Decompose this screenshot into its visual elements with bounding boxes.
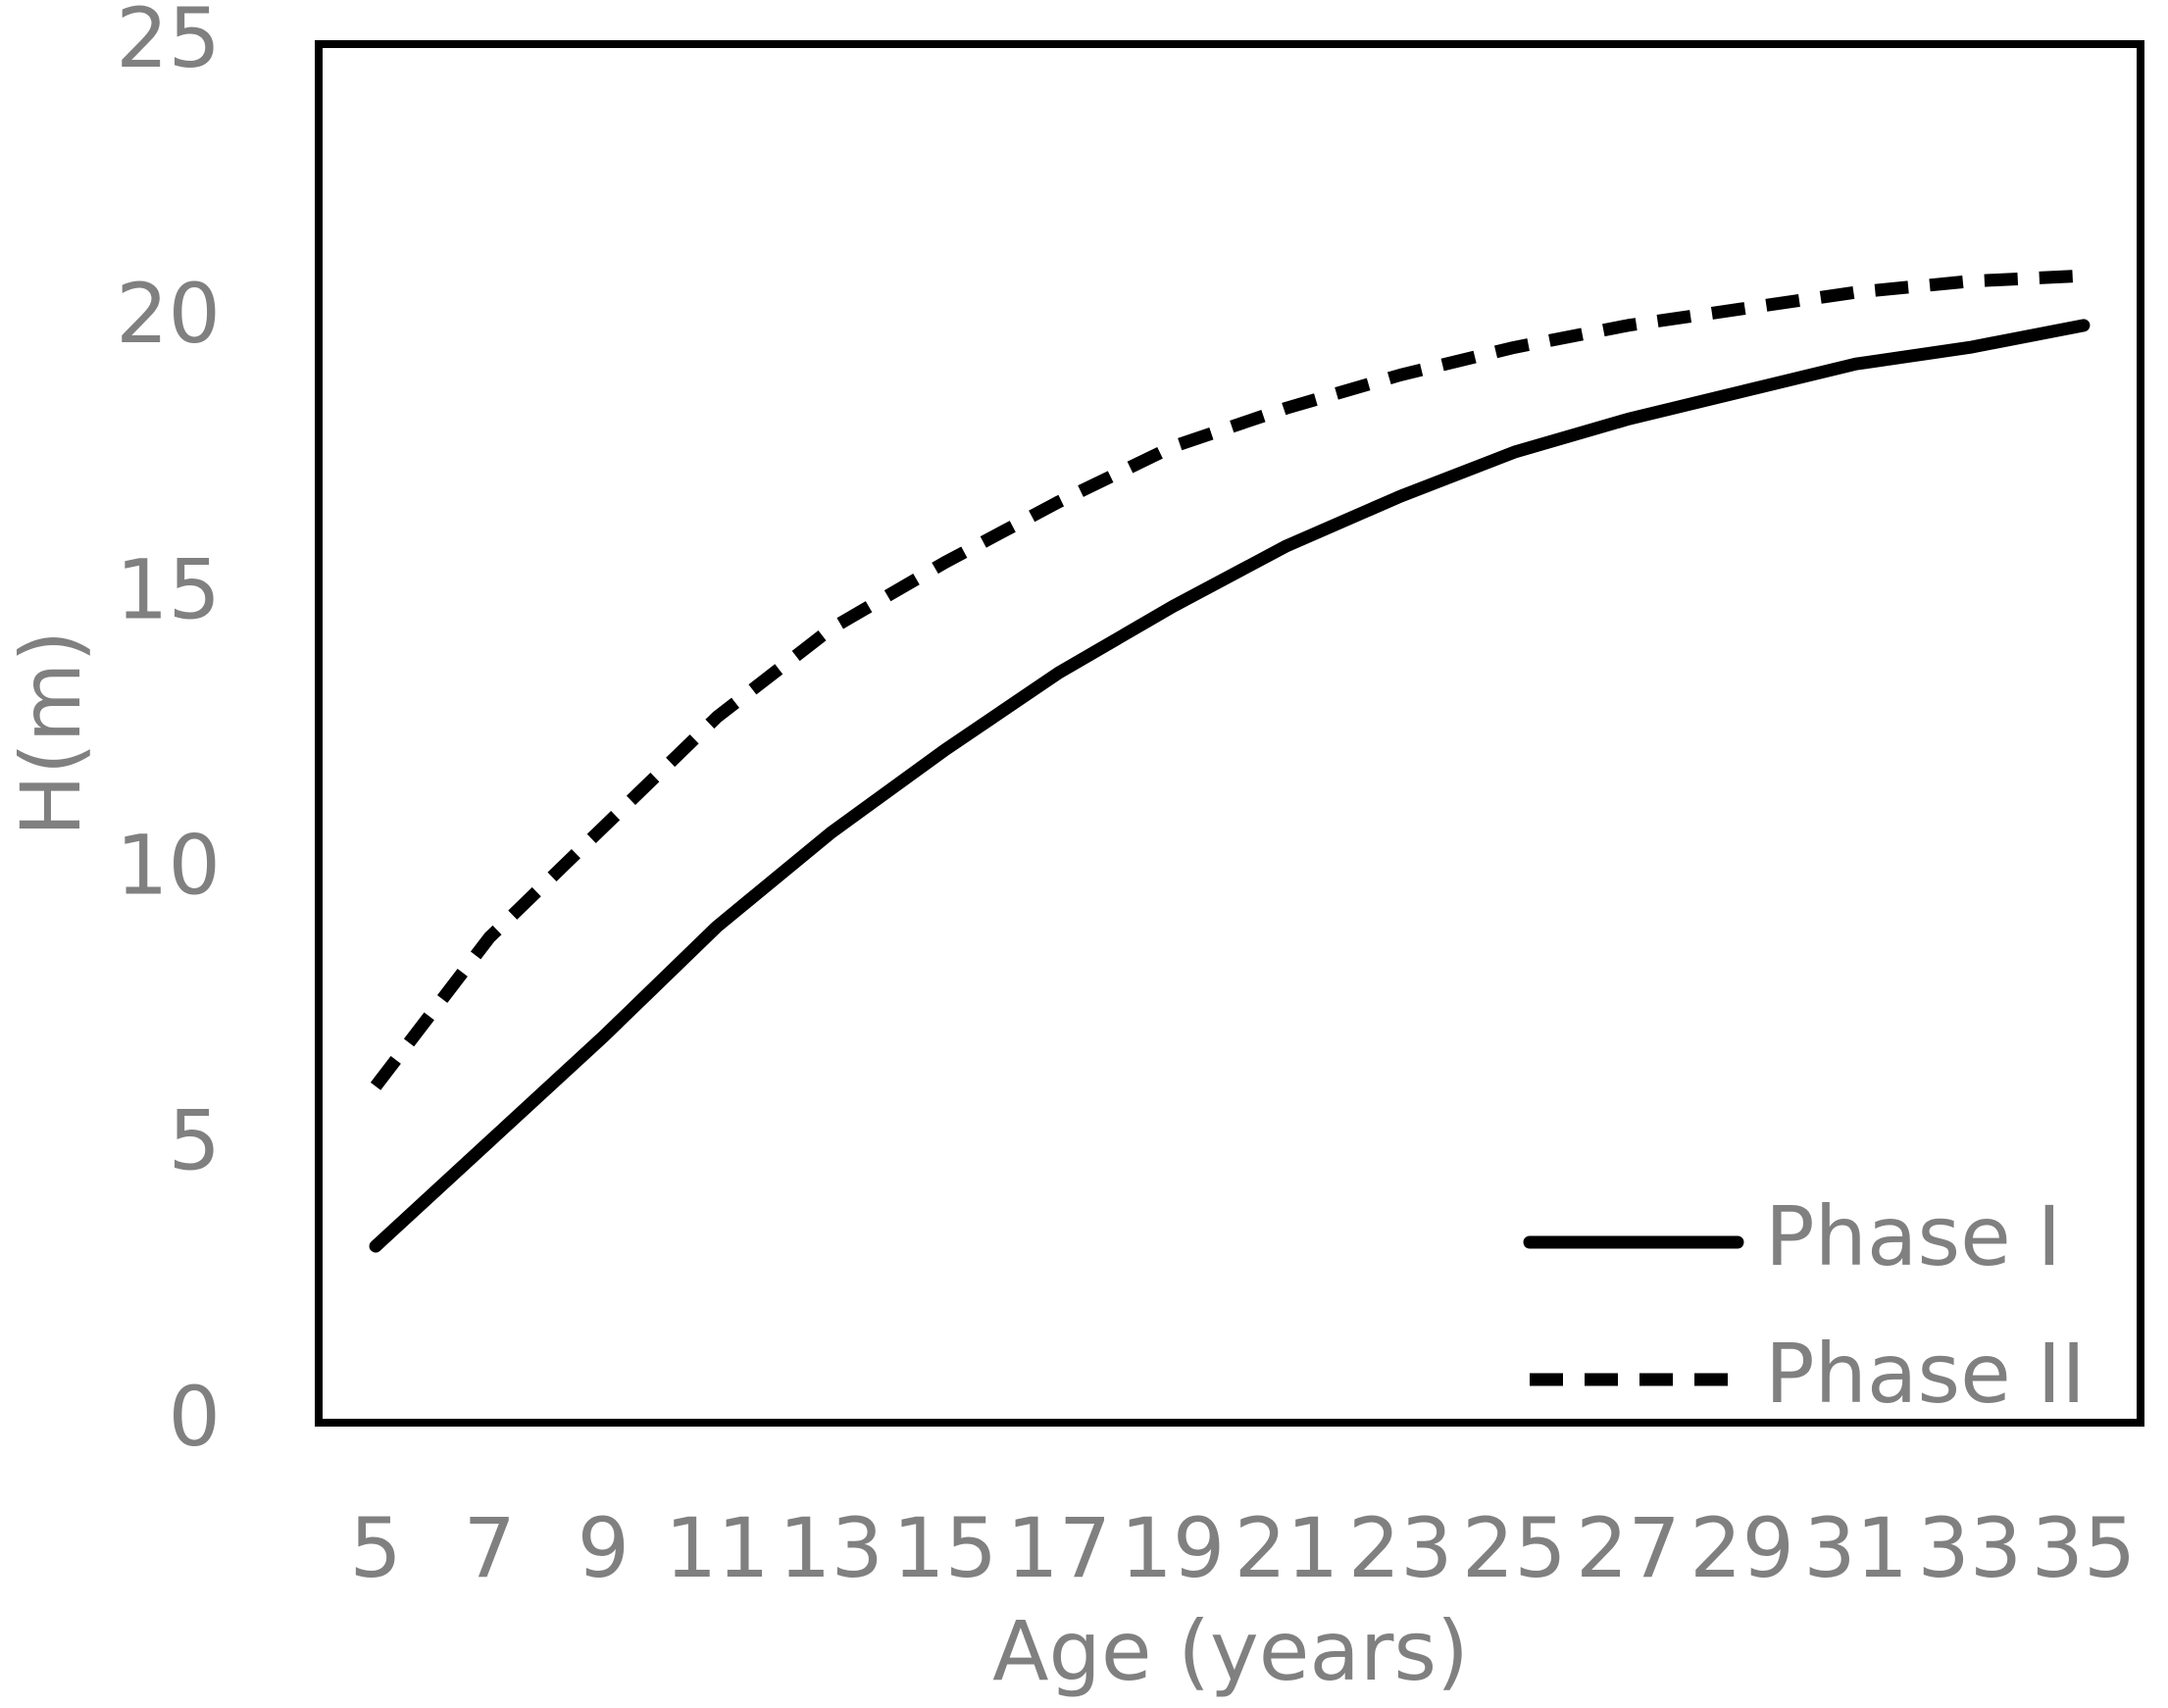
y-tick-label: 20 (116, 266, 221, 362)
x-tick-label: 35 (2031, 1500, 2136, 1596)
y-tick-label: 0 (169, 1369, 221, 1465)
y-tick-label: 5 (169, 1093, 221, 1189)
x-tick-label: 17 (1006, 1500, 1111, 1596)
x-tick-label: 15 (892, 1500, 997, 1596)
y-tick-label: 15 (116, 541, 221, 637)
x-tick-label: 31 (1803, 1500, 1908, 1596)
x-tick-label: 13 (779, 1500, 883, 1596)
plot-frame (315, 40, 2144, 1427)
x-tick-label: 33 (1917, 1500, 2022, 1596)
x-tick-label: 7 (463, 1500, 515, 1596)
y-tick-label: 25 (116, 0, 221, 86)
x-tick-label: 5 (349, 1500, 401, 1596)
y-axis-title: H(m) (3, 630, 99, 837)
x-tick-label: 23 (1348, 1500, 1453, 1596)
x-tick-label: 29 (1689, 1500, 1794, 1596)
x-axis-title: Age (years) (992, 1603, 1469, 1699)
legend-label: Phase I (1765, 1188, 2061, 1284)
y-tick-label: 10 (116, 818, 221, 914)
series-line (369, 319, 2091, 1253)
series-line (370, 269, 2085, 1090)
x-tick-label: 21 (1235, 1500, 1339, 1596)
x-tick-label: 25 (1462, 1500, 1567, 1596)
x-tick-label: 11 (665, 1500, 770, 1596)
legend-label: Phase II (1765, 1326, 2086, 1422)
x-tick-label: 27 (1576, 1500, 1681, 1596)
x-tick-label: 9 (578, 1500, 630, 1596)
x-tick-label: 19 (1120, 1500, 1225, 1596)
